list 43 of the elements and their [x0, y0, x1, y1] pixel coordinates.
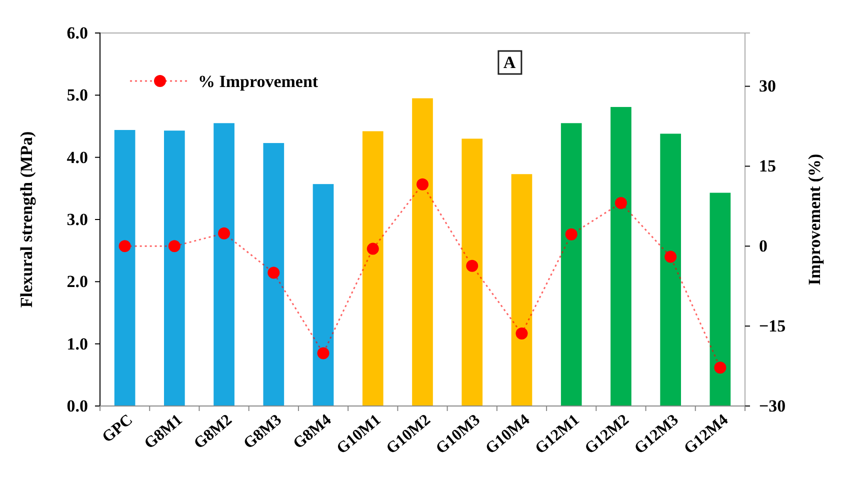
bar: [560, 123, 582, 406]
y2-tick-label: 0: [759, 236, 768, 256]
y2-tick-label: 30: [759, 76, 776, 96]
y-tick-label: 4.0: [66, 148, 88, 167]
y-tick-label: 6.0: [66, 23, 88, 42]
y2-tick-label: 15: [759, 156, 776, 176]
y-tick-label: 5.0: [66, 86, 88, 105]
y2-tick-label: −30: [759, 396, 786, 416]
point: [565, 228, 578, 240]
point: [218, 227, 230, 240]
y-tick-label: 0.0: [66, 396, 88, 416]
y-tick-label: 3.0: [66, 210, 88, 229]
point: [714, 362, 726, 374]
point: [516, 328, 528, 340]
bar: [214, 123, 234, 406]
bar: [660, 134, 681, 406]
annotation: A: [503, 53, 516, 72]
bar: [462, 138, 483, 406]
y-axis-title: Flexural strength (MPa): [16, 131, 36, 308]
point: [466, 260, 478, 272]
bar: [312, 184, 334, 406]
point: [268, 266, 280, 279]
bar: [511, 174, 532, 406]
point: [118, 240, 131, 252]
bar: [362, 131, 384, 406]
point: [416, 178, 428, 190]
point: [614, 196, 627, 209]
y-tick-label: 1.0: [66, 334, 88, 354]
bar: [710, 192, 731, 406]
bar: [114, 130, 136, 406]
bar: [610, 106, 632, 406]
bar: [164, 130, 185, 406]
y2-axis-title: Improvement (%): [804, 154, 824, 286]
x-tick-label: GPC: [99, 411, 136, 446]
legend-label: % Improvement: [198, 72, 318, 91]
bar: [412, 98, 433, 406]
y-tick-label: 2.0: [66, 272, 88, 292]
y2-tick-label: −15: [759, 316, 786, 336]
point: [664, 250, 677, 263]
point: [317, 347, 330, 360]
point: [366, 242, 379, 255]
point: [168, 240, 180, 252]
bar: [263, 143, 284, 406]
